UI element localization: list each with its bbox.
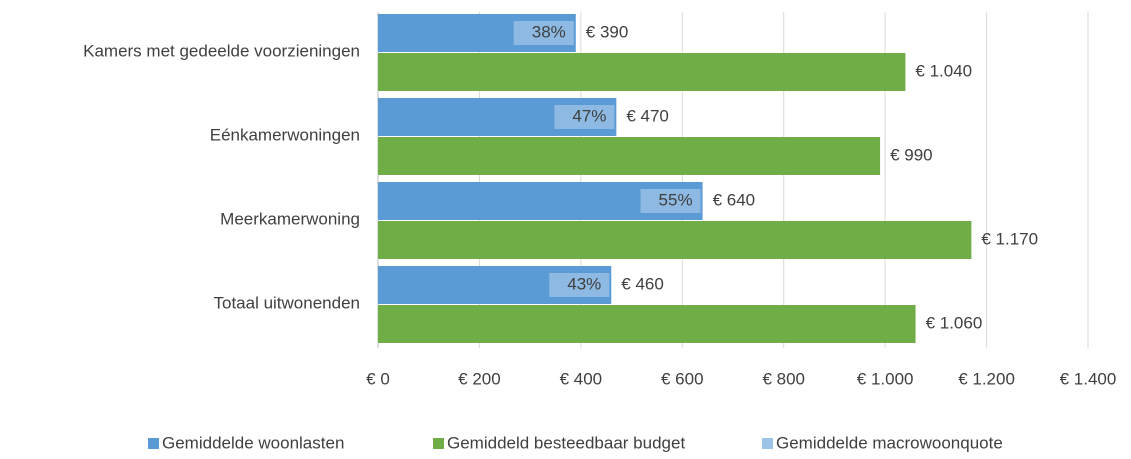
- x-tick-label: € 200: [458, 369, 501, 388]
- x-tick-label: € 400: [560, 369, 603, 388]
- bar: [378, 221, 972, 259]
- ratio-label-box: [554, 105, 615, 129]
- legend-label: Gemiddelde macrowoonquote: [776, 433, 1003, 452]
- x-tick-label: € 1.200: [958, 369, 1015, 388]
- ratio-label: 43%: [567, 274, 601, 293]
- data-label: € 990: [890, 145, 933, 164]
- data-label: € 1.170: [981, 229, 1038, 248]
- x-tick-label: € 800: [762, 369, 805, 388]
- data-label: € 470: [626, 106, 669, 125]
- x-tick-label: € 600: [661, 369, 704, 388]
- legend-swatch: [433, 438, 444, 449]
- legend-label: Gemiddeld besteedbaar budget: [447, 433, 685, 452]
- x-tick-label: € 1.000: [857, 369, 914, 388]
- legend-swatch: [148, 438, 159, 449]
- legend-label: Gemiddelde woonlasten: [162, 433, 344, 452]
- y-tick-label: Totaal uitwonenden: [213, 293, 360, 312]
- bar: [378, 137, 881, 175]
- ratio-label: 55%: [659, 190, 693, 209]
- bar: [378, 53, 906, 91]
- bar: [378, 305, 916, 343]
- data-label: € 390: [586, 22, 629, 41]
- ratio-label-box: [549, 273, 610, 297]
- y-tick-label: Kamers met gedeelde voorzieningen: [83, 41, 360, 60]
- data-label: € 1.060: [926, 313, 983, 332]
- data-label: € 1.040: [915, 61, 972, 80]
- legend-swatch: [762, 438, 773, 449]
- ratio-label-box: [513, 21, 574, 45]
- x-tick-label: € 1.400: [1060, 369, 1117, 388]
- x-tick-label: € 0: [366, 369, 390, 388]
- ratio-label: 38%: [532, 22, 566, 41]
- data-label: € 640: [713, 190, 756, 209]
- ratio-label: 47%: [572, 106, 606, 125]
- ratio-label-box: [640, 189, 701, 213]
- y-tick-label: Meerkamerwoning: [220, 209, 360, 228]
- y-tick-label: Eénkamerwoningen: [210, 125, 360, 144]
- data-label: € 460: [621, 274, 664, 293]
